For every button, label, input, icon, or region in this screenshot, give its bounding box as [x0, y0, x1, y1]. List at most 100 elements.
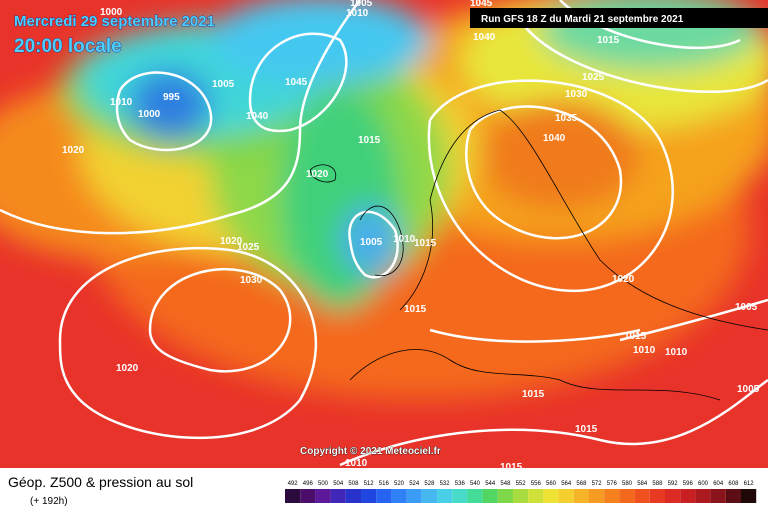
height-field [0, 0, 768, 468]
scale-label: 500 [318, 481, 329, 487]
isobar-label: 1030 [240, 275, 263, 286]
scale-label: 576 [607, 481, 618, 487]
scale-swatch [497, 489, 513, 503]
forecast-date: Mercredi 29 septembre 2021 [14, 13, 215, 30]
scale-swatch [421, 489, 437, 503]
scale-swatch [406, 489, 422, 503]
scale-swatch [543, 489, 559, 503]
scale-label: 532 [440, 481, 451, 487]
scale-label: 592 [668, 481, 679, 487]
scale-swatch [695, 489, 711, 503]
scale-label: 492 [288, 481, 299, 487]
isobar-label: 1020 [612, 274, 635, 285]
scale-label: 600 [698, 481, 709, 487]
scale-label: 516 [379, 481, 390, 487]
run-box [470, 8, 768, 28]
coastlines [309, 109, 768, 401]
isobar-label: 995 [163, 92, 180, 103]
isobar-label: 1000 [100, 7, 123, 18]
isobar-label: 1015 [500, 462, 523, 473]
scale-label: 572 [592, 481, 603, 487]
isobar-label: 1040 [473, 32, 496, 43]
isobar-label: 1015 [358, 135, 381, 146]
isobar-label: 1010 [346, 8, 369, 19]
scale-label: 520 [394, 481, 405, 487]
isobar-label: 1010 [665, 347, 688, 358]
isobar-label: 1010 [345, 458, 368, 469]
isobar-label: 1010 [393, 234, 416, 245]
isobars [0, 0, 768, 467]
scale-label: 584 [637, 481, 648, 487]
isobar-label: 1005 [360, 237, 383, 248]
isobar-label: 1005 [212, 79, 235, 90]
isobar-label: 1000 [138, 109, 161, 120]
isobar-label: 1030 [565, 89, 588, 100]
forecast-time: 20:00 locale [14, 36, 122, 57]
scale-label: 508 [348, 481, 359, 487]
scale-label: 544 [485, 481, 496, 487]
isobar-label: 1005 [737, 384, 760, 395]
isobar-label: 1015 [624, 331, 647, 342]
scale-swatch [619, 489, 635, 503]
scale-swatch [467, 489, 483, 503]
scale-swatch [345, 489, 361, 503]
scale-label: 548 [500, 481, 511, 487]
scale-swatch [725, 489, 741, 503]
isobar-label: 1025 [237, 242, 260, 253]
scale-label: 496 [303, 481, 314, 487]
scale-swatch [330, 489, 346, 503]
color-scale: 492 496 500 504 508 512 516 520 524 528 532 536 540 5… [285, 481, 757, 503]
scale-swatch [361, 489, 377, 503]
isobar-label: 1040 [246, 111, 269, 122]
scale-label: 568 [576, 481, 587, 487]
scale-label: 536 [455, 481, 466, 487]
scale-label: 528 [424, 481, 435, 487]
scale-swatch [558, 489, 574, 503]
scale-label: 588 [652, 481, 663, 487]
scale-label: 564 [561, 481, 572, 487]
isobar-label: 1010 [633, 345, 656, 356]
isobar-label: 1020 [220, 236, 243, 247]
scale-swatch [513, 489, 529, 503]
isobar-label: 1015 [522, 389, 545, 400]
isobar-label: 1005 [735, 302, 758, 313]
scale-swatch [437, 489, 453, 503]
scale-swatch [741, 489, 757, 503]
scale-swatch [710, 489, 726, 503]
scale-swatch [376, 489, 392, 503]
run-info: Run GFS 18 Z du Mardi 21 septembre 2021 [481, 14, 684, 25]
scale-swatch [482, 489, 498, 503]
scale-swatch [285, 489, 301, 503]
isobar-label: 1020 [62, 145, 85, 156]
scale-swatch [604, 489, 620, 503]
isobar-label: 1025 [582, 72, 605, 83]
scale-swatch [665, 489, 681, 503]
scale-swatch [528, 489, 544, 503]
footer-title: Géop. Z500 & pression au sol [8, 474, 193, 490]
isobar-label: 1015 [597, 35, 620, 46]
scale-swatch [634, 489, 650, 503]
scale-label: 580 [622, 481, 633, 487]
isobar-label: 1015 [404, 304, 427, 315]
scale-swatch [649, 489, 665, 503]
scale-swatch [589, 489, 605, 503]
isobar-label: 1020 [116, 363, 139, 374]
scale-label: 560 [546, 481, 557, 487]
copyright: Copyright © 2021 Meteociel.fr [300, 446, 441, 457]
scale-swatch [452, 489, 468, 503]
scale-swatch [391, 489, 407, 503]
isobar-label: 1045 [285, 77, 308, 88]
scale-label: 552 [516, 481, 527, 487]
isobar-label: 1045 [470, 0, 493, 9]
scale-label: 608 [728, 481, 739, 487]
isobar-label: 1015 [414, 238, 437, 249]
scale-label: 556 [531, 481, 542, 487]
isobar-label: 1040 [543, 133, 566, 144]
scale-label: 596 [683, 481, 694, 487]
scale-swatch [300, 489, 316, 503]
scale-label: 512 [364, 481, 375, 487]
scale-swatch [680, 489, 696, 503]
